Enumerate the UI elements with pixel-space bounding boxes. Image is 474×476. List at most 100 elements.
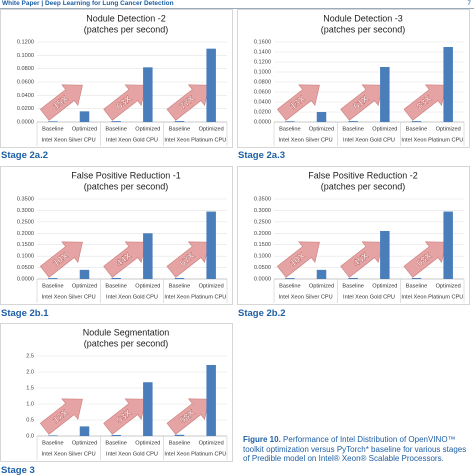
bar	[380, 67, 390, 122]
chart-subtitle: (patches per second)	[84, 24, 169, 34]
bar-label: Optimized	[72, 283, 97, 289]
group-label: Intel Xeon Silver CPU	[279, 294, 333, 300]
y-tick-label: 0.2500	[254, 219, 271, 225]
bar	[443, 211, 453, 279]
chart-title: Nodule Detection -3	[323, 13, 403, 23]
y-tick-label: 0.1500	[254, 242, 271, 248]
y-tick-label: 0.0400	[17, 93, 34, 99]
y-tick-label: 0.3000	[254, 208, 271, 214]
bar-label: Optimized	[72, 126, 97, 132]
bar-label: Optimized	[199, 440, 224, 446]
y-tick-label: 0.0400	[254, 99, 271, 105]
chart-panel: Nodule Detection -3 (patches per second) 0…	[237, 9, 470, 148]
annotation-arrow: 83X	[403, 84, 447, 121]
bar	[285, 278, 295, 279]
group-label: Intel Xeon Gold CPU	[343, 137, 395, 143]
group-label: Intel Xeon Gold CPU	[106, 294, 158, 300]
group-label: Intel Xeon Silver CPU	[279, 137, 333, 143]
group-label: Intel Xeon Platinum CPU	[164, 451, 226, 457]
bar-label: Baseline	[342, 283, 363, 289]
y-tick-label: 0.1000	[17, 254, 34, 260]
arrow-shape	[39, 84, 83, 121]
bar-label: Baseline	[105, 126, 126, 132]
bar	[174, 434, 185, 436]
group-label: Intel Xeon Platinum CPU	[401, 294, 463, 300]
bar-label: Baseline	[105, 440, 126, 446]
group-label: Intel Xeon Platinum CPU	[401, 137, 463, 143]
y-tick-label: 0.0000	[254, 119, 271, 125]
y-tick-label: 2.5	[26, 353, 34, 359]
bar-label: Baseline	[279, 126, 300, 132]
y-tick-label: 0.0000	[254, 276, 271, 282]
y-tick-label: 0.1400	[254, 49, 271, 55]
bar-label: Baseline	[105, 283, 126, 289]
annotation-arrow: 68X	[403, 241, 447, 278]
bar-label: Optimized	[436, 126, 461, 132]
y-tick-label: 0.0000	[17, 119, 34, 125]
chart: Nodule Segmentation(patches per second) 0…	[26, 327, 228, 460]
chart: False Positive Reduction -1(patches per …	[17, 170, 228, 303]
annotation-arrow: 10X	[39, 241, 83, 278]
bar	[380, 231, 390, 279]
y-tick-label: 1.0	[26, 401, 34, 407]
y-tick-label: 0.2000	[17, 231, 34, 237]
header-rule	[0, 8, 474, 9]
group-label: Intel Xeon Platinum CPU	[164, 294, 226, 300]
y-tick-label: 0.0600	[17, 79, 34, 85]
bar	[316, 112, 327, 122]
bar-label: Baseline	[169, 440, 190, 446]
stage-label: Stage 3	[1, 465, 35, 476]
annotation-arrow: 17X	[39, 398, 83, 435]
bar-label: Optimized	[135, 440, 160, 446]
bar-label: Baseline	[279, 283, 300, 289]
bar-label: Baseline	[169, 126, 190, 132]
y-tick-label: 0.1200	[17, 39, 34, 45]
bar	[174, 277, 185, 279]
annotation-arrow: 10X	[276, 241, 320, 278]
bar-label: Optimized	[135, 283, 160, 289]
chart-subtitle: (patches per second)	[84, 181, 169, 191]
stage-label: Stage 2a.3	[238, 150, 285, 161]
y-tick-label: 0.3500	[17, 196, 34, 202]
chart-panel: False Positive Reduction -1 (patches per …	[0, 166, 233, 305]
stage-label: Stage 2b.1	[1, 308, 49, 319]
y-tick-label: 0.0200	[254, 109, 271, 115]
bar-label: Optimized	[372, 283, 397, 289]
arrow-shape	[276, 241, 320, 278]
y-tick-label: 0.3000	[17, 208, 34, 214]
annotation-arrow: 77X	[166, 84, 210, 121]
bar	[443, 47, 453, 122]
chart: False Positive Reduction -2(patches per …	[254, 170, 465, 303]
annotation-arrow: 61X	[340, 84, 384, 121]
chart-title: False Positive Reduction -1	[71, 170, 181, 180]
bar	[48, 121, 58, 122]
group-label: Intel Xeon Silver CPU	[42, 137, 96, 143]
group-label: Intel Xeon Gold CPU	[106, 137, 158, 143]
figure-caption: Figure 10. Performance of Intel Distribu…	[243, 435, 471, 464]
caption-label: Figure 10.	[243, 435, 281, 444]
chart: Nodule Detection -2(patches per second) 0…	[17, 13, 228, 146]
chart-panel: False Positive Reduction -2 (patches per …	[237, 166, 470, 305]
chart-subtitle: (patches per second)	[321, 24, 406, 34]
bar	[48, 435, 58, 436]
y-tick-label: 0.1200	[254, 59, 271, 65]
chart-panel: Nodule Segmentation (patches per second) 0…	[0, 323, 233, 462]
arrow-shape	[276, 84, 320, 121]
bar	[206, 211, 216, 279]
annotation-arrow: 58X	[166, 398, 210, 435]
bar-label: Optimized	[199, 283, 224, 289]
y-tick-label: 2.0	[26, 369, 34, 375]
y-tick-label: 0.1600	[254, 39, 271, 45]
bar-label: Baseline	[342, 126, 363, 132]
arrow-shape	[39, 241, 83, 278]
y-tick-label: 0.1000	[254, 254, 271, 260]
bar-label: Baseline	[406, 283, 427, 289]
chart-title: Nodule Segmentation	[83, 327, 170, 337]
bar	[111, 121, 121, 122]
y-tick-label: 0.2500	[17, 219, 34, 225]
annotation-arrow: 13X	[276, 84, 320, 121]
bar	[411, 278, 422, 279]
caption-text: Performance of Intel Distribution of Ope…	[243, 435, 467, 464]
bar-label: Optimized	[199, 126, 224, 132]
bar	[143, 233, 153, 279]
